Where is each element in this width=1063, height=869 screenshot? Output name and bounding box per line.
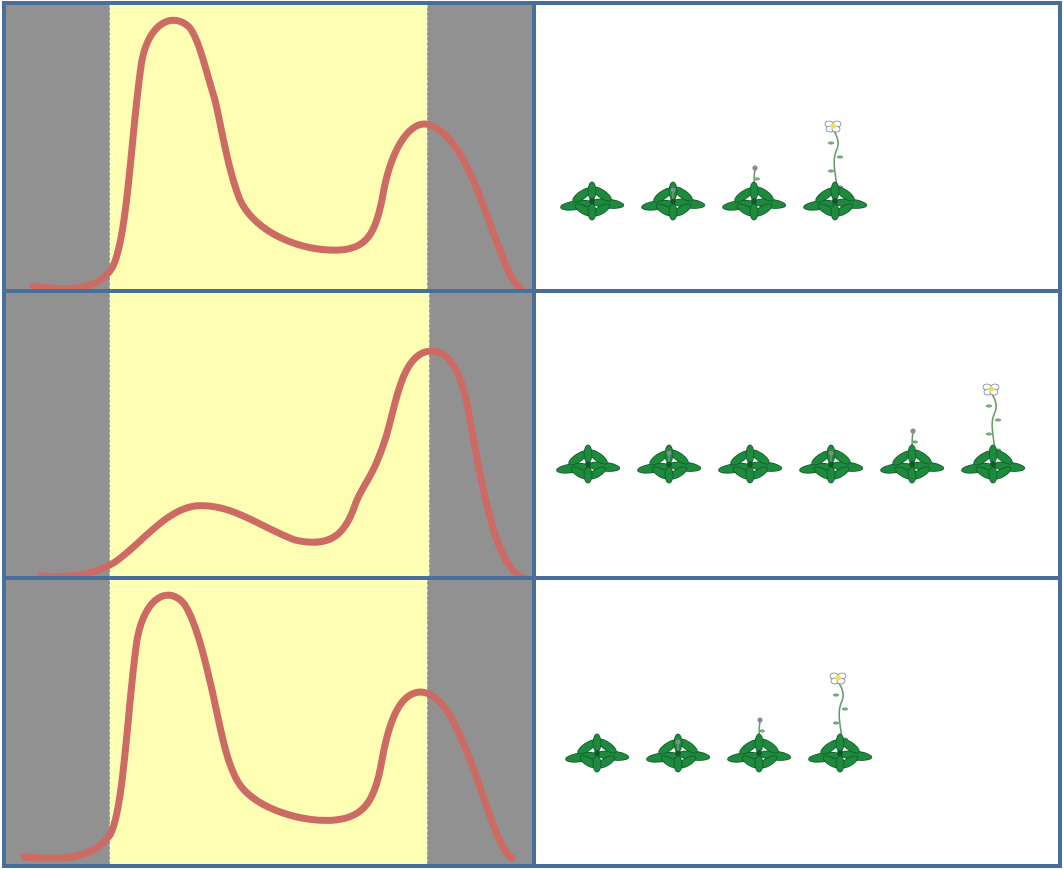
panel-1-dark-left xyxy=(6,5,110,290)
plant-rosette-flowering xyxy=(807,672,873,773)
panel-2-dark-right xyxy=(429,292,532,577)
panel-1-plants xyxy=(559,120,868,221)
flower-icon xyxy=(824,120,842,133)
panel-3-plants xyxy=(564,672,873,773)
plant-rosette xyxy=(555,444,621,484)
plant-rosette-short-stem xyxy=(721,165,787,221)
plant-rosette-bud xyxy=(640,181,706,221)
panel-3-chart xyxy=(6,579,532,864)
panel-3-dark-right xyxy=(427,579,532,864)
plant-rosette-bud xyxy=(798,444,864,484)
panel-3-dark-left xyxy=(6,579,110,864)
panel-1-dark-right xyxy=(427,5,532,290)
flower-icon xyxy=(982,383,1000,396)
plant-rosette xyxy=(717,444,783,484)
plant-rosette-flowering xyxy=(960,383,1026,484)
panel-1-chart xyxy=(6,5,532,293)
panel-2-dark-left xyxy=(6,292,110,577)
panel-2-chart xyxy=(6,292,532,582)
plant-rosette xyxy=(564,733,630,773)
plant-rosette-flowering xyxy=(802,120,868,221)
panel-1-light xyxy=(110,5,427,290)
panel-3-curve xyxy=(20,591,516,862)
panel-2-curve xyxy=(36,347,529,582)
panel-1-curve xyxy=(29,16,524,293)
plant-rosette-short-stem xyxy=(879,428,945,484)
panel-3-light xyxy=(110,579,427,864)
plant-rosette-bud xyxy=(645,733,711,773)
plant-rosette xyxy=(559,181,625,221)
panel-2-light xyxy=(110,292,429,577)
flower-icon xyxy=(829,672,847,685)
plant-rosette-bud xyxy=(636,444,702,484)
panel-2-plants xyxy=(555,383,1026,484)
plant-rosette-short-stem xyxy=(726,717,792,773)
